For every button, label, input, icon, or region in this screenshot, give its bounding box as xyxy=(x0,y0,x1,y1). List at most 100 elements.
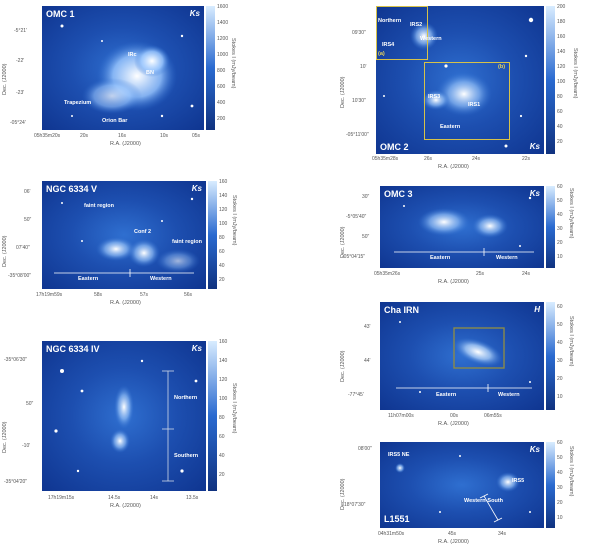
panel-chaibn: Dec. (J2000) 43' 44' -77°45' Cha IRN H E… xyxy=(338,296,589,430)
panel-title: NGC 6334 V xyxy=(46,184,98,194)
omc1-image: OMC 1 Ks IRc BN Trapezium Orion Bar xyxy=(42,6,204,130)
x-axis-label: R.A. (J2000) xyxy=(438,279,469,285)
cbar-tick: 60 xyxy=(557,440,563,446)
cbar-tick: 1200 xyxy=(217,36,229,42)
y-tick: 06' xyxy=(24,189,31,195)
panel-omc2: Dec. (J2000) 09'30" 10' 10'30" -05°11'00… xyxy=(338,0,589,172)
cbar-tick: 10 xyxy=(557,515,563,521)
cbar-tick: 180 xyxy=(557,19,566,25)
band-label: Ks xyxy=(529,142,540,151)
l1551-image: Ks IRS5 NE IRS5 Western-South L1551 xyxy=(380,442,544,528)
chaibn-image: Cha IRN H Eastern Western xyxy=(380,302,544,410)
region-label: Eastern xyxy=(430,255,451,261)
cbar-tick: 120 xyxy=(219,377,228,383)
region-label: Northern xyxy=(174,395,198,401)
panel-title: OMC 2 xyxy=(380,142,409,152)
cbar-tick: 50 xyxy=(557,455,563,461)
band-label: Ks xyxy=(529,189,540,198)
region-label: IRS5 NE xyxy=(388,452,410,458)
cbar-tick: 160 xyxy=(219,179,228,185)
cbar-tick: 140 xyxy=(219,193,228,199)
cbar-tick: 20 xyxy=(557,376,563,382)
panel-title: OMC 1 xyxy=(46,9,75,19)
omc1-nebula xyxy=(60,24,194,118)
region-label: (a) xyxy=(378,51,385,57)
cbar-tick: 100 xyxy=(219,396,228,402)
panel-ngc6334iv: Dec. (J2000) -35°06'30" 50" -10' -35°04'… xyxy=(0,335,240,525)
region-label: IRS2 xyxy=(410,22,423,28)
region-label: Western-South xyxy=(464,498,504,504)
y-axis-label: Dec. (J2000) xyxy=(2,63,8,96)
cbar-tick: 200 xyxy=(557,4,566,10)
region-label: Southern xyxy=(174,453,199,459)
x-tick: 00s xyxy=(450,413,459,419)
cbar-tick: 100 xyxy=(557,79,566,85)
panel-omc1: Dec. (J2000) -5°21' -22' -23' -05°24' OM… xyxy=(0,0,240,150)
x-axis-label: R.A. (J2000) xyxy=(438,539,469,545)
x-axis-label: R.A. (J2000) xyxy=(110,503,141,509)
cbar-tick: 400 xyxy=(217,100,226,106)
cbar-tick: 60 xyxy=(557,304,563,310)
cbar-tick: 20 xyxy=(557,500,563,506)
cbar-tick: 50 xyxy=(557,198,563,204)
x-tick: 06m55s xyxy=(484,413,502,419)
cbar-tick: 30 xyxy=(557,226,563,232)
omc3-nebula xyxy=(394,196,534,256)
x-tick: 25s xyxy=(476,271,485,277)
cbar-unit: Stokes I (mJy/beam) xyxy=(230,38,236,89)
x-tick: 26s xyxy=(424,156,433,162)
x-tick: 24s xyxy=(472,156,481,162)
x-tick: 05h35m28s xyxy=(372,156,399,162)
colorbar xyxy=(546,186,555,268)
x-tick: 45s xyxy=(448,531,457,537)
y-axis-label: Dec. (J2000) xyxy=(340,76,346,109)
x-axis-label: R.A. (J2000) xyxy=(110,300,141,306)
region-label: IRS5 xyxy=(512,478,525,484)
region-label: faint region xyxy=(84,203,114,209)
x-tick: 24s xyxy=(522,271,531,277)
y-tick: 44' xyxy=(364,358,371,364)
y-tick: -23' xyxy=(16,90,25,96)
x-tick: 10s xyxy=(160,133,169,139)
l1551-nebula xyxy=(395,455,531,523)
omc2-image: OMC 2 Ks Northern IRS2 Western IRS4 (a) … xyxy=(376,6,544,154)
region-label: Eastern xyxy=(436,392,457,398)
y-tick: 10'30" xyxy=(352,98,366,104)
cbar-unit: Stokes I (mJy/beam) xyxy=(568,446,574,497)
panel-title: NGC 6334 IV xyxy=(46,344,100,354)
x-axis-label: R.A. (J2000) xyxy=(438,164,469,170)
cbar-tick: 80 xyxy=(219,415,225,421)
y-tick: -05°11'00" xyxy=(346,132,369,138)
cbar-tick: 40 xyxy=(557,470,563,476)
region-label: Eastern xyxy=(78,276,99,282)
region-label: Western xyxy=(150,276,172,282)
omc3-image: OMC 3 Ks Eastern Western xyxy=(380,186,544,268)
region-label: Western xyxy=(420,36,442,42)
cbar-tick: 40 xyxy=(219,263,225,269)
region-label: Western xyxy=(498,392,520,398)
x-tick: 14.5s xyxy=(108,495,121,501)
omc2-nebula xyxy=(383,17,534,148)
cbar-tick: 30 xyxy=(557,485,563,491)
region-label: Northern xyxy=(378,18,402,24)
y-tick: -5°05'40" xyxy=(346,214,367,220)
x-tick: 34s xyxy=(498,531,507,537)
panel-title: Cha IRN xyxy=(384,305,420,315)
region-label: Trapezium xyxy=(64,100,92,106)
y-tick: 10' xyxy=(360,64,367,70)
x-tick: 57s xyxy=(140,292,149,298)
panel-l1551: Dec. (J2000) 08'00" 18°07'30" Ks IRS5 NE… xyxy=(338,436,589,550)
cbar-tick: 60 xyxy=(219,434,225,440)
cbar-unit: Stokes I (mJy/beam) xyxy=(568,316,574,367)
y-tick: 18°07'30" xyxy=(344,502,366,508)
region-label: (b) xyxy=(498,64,506,70)
x-tick: 13.5s xyxy=(186,495,199,501)
ngc6334v-nebula xyxy=(54,197,200,277)
y-tick: 07'40" xyxy=(16,245,30,251)
x-axis-label: R.A. (J2000) xyxy=(110,141,141,147)
y-tick: -35°08'00" xyxy=(8,273,32,279)
x-tick: 05h35m20s xyxy=(34,133,61,139)
cbar-tick: 140 xyxy=(557,49,566,55)
cbar-tick: 600 xyxy=(217,84,226,90)
y-tick: 50" xyxy=(362,234,370,240)
